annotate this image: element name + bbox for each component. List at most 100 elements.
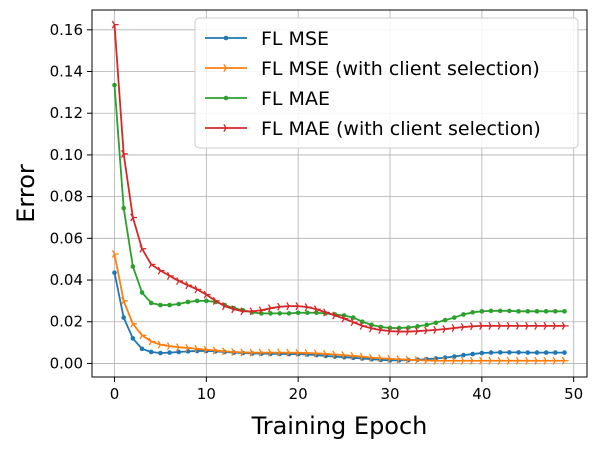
data-point (295, 302, 303, 311)
data-point (562, 309, 567, 314)
data-point (534, 321, 542, 330)
data-point (534, 356, 542, 365)
data-point (534, 309, 540, 314)
x-axis-title: Training Epoch (251, 412, 428, 440)
data-point (516, 309, 521, 314)
y-tick-label: 0.06 (50, 229, 83, 247)
data-point (516, 350, 521, 355)
data-point (166, 342, 174, 351)
data-point (277, 302, 285, 311)
data-point (203, 345, 211, 354)
data-point (231, 347, 239, 356)
y-tick-label: 0.16 (50, 21, 83, 39)
ticks: 0 10 20 30 40 50 0.00 0.02 0.04 0.06 0.08 0.10 0.12 0… (50, 21, 584, 403)
data-point (176, 343, 183, 352)
data-point (460, 356, 468, 365)
data-point (176, 301, 182, 307)
data-point (488, 356, 496, 365)
legend-item: FL MAE (with client selection) (205, 118, 541, 140)
data-point (286, 302, 294, 311)
data-point (396, 327, 404, 336)
data-point (304, 349, 312, 357)
data-point (139, 331, 147, 340)
data-point (562, 350, 567, 355)
data-point (387, 327, 395, 336)
data-point (515, 321, 523, 330)
data-point (295, 310, 301, 316)
data-point (240, 307, 248, 316)
data-point (350, 318, 358, 327)
data-point (405, 327, 413, 336)
data-point (497, 350, 503, 355)
y-tick-label: 0.14 (50, 63, 83, 81)
data-point (507, 308, 512, 314)
y-tick-label: 0.04 (50, 271, 83, 289)
data-point (130, 319, 138, 328)
x-tick-label: 40 (472, 385, 491, 403)
data-point (515, 356, 523, 365)
data-point (497, 321, 505, 330)
x-tick-label: 20 (289, 385, 308, 403)
data-point (323, 308, 330, 317)
data-point (561, 321, 569, 330)
data-point (203, 290, 211, 299)
data-point (130, 264, 136, 269)
data-point (470, 351, 475, 357)
data-point (194, 298, 200, 304)
data-point (157, 340, 165, 349)
legend-label: FL MAE (261, 88, 330, 110)
x-tick-label: 10 (197, 385, 216, 403)
data-point (507, 350, 512, 355)
data-point (488, 321, 496, 330)
data-point (176, 349, 182, 355)
data-point (442, 356, 450, 365)
data-point (359, 352, 367, 361)
series-line (113, 24, 565, 333)
legend-label: FL MSE (261, 28, 329, 50)
data-point (525, 321, 532, 330)
data-point (469, 356, 477, 365)
series-line (113, 253, 565, 362)
data-point (112, 82, 117, 88)
data-point (534, 350, 540, 355)
y-tick-label: 0.02 (50, 313, 83, 331)
data-point (304, 303, 312, 312)
data-point (378, 326, 386, 335)
data-point (506, 356, 514, 365)
data-point (121, 315, 126, 320)
data-point (350, 315, 356, 320)
data-point (405, 355, 413, 364)
data-point (167, 302, 172, 308)
data-point (249, 348, 257, 357)
data-point (433, 325, 441, 334)
y-tick-label: 0.12 (50, 104, 83, 122)
data-point (148, 300, 154, 306)
data-point (158, 302, 163, 308)
data-point (461, 312, 466, 317)
data-point (387, 354, 395, 363)
data-point (552, 356, 560, 365)
data-point (506, 321, 514, 330)
data-point (461, 352, 466, 358)
data-point (223, 95, 229, 101)
data-point (442, 317, 448, 323)
data-point (424, 356, 431, 365)
data-point (295, 348, 303, 357)
data-point (212, 296, 220, 305)
data-point (258, 306, 266, 315)
data-point (286, 348, 294, 357)
data-point (378, 354, 386, 363)
data-point (249, 307, 257, 316)
data-point (111, 249, 119, 258)
data-point (222, 302, 229, 311)
data-point (139, 244, 147, 253)
plot-frame (91, 9, 588, 378)
data-point (479, 356, 487, 365)
data-point (130, 213, 138, 222)
data-point (470, 310, 475, 315)
series-layer (111, 20, 569, 365)
data-point (433, 320, 439, 326)
x-tick-label: 0 (110, 385, 120, 403)
legend-box (194, 17, 579, 149)
